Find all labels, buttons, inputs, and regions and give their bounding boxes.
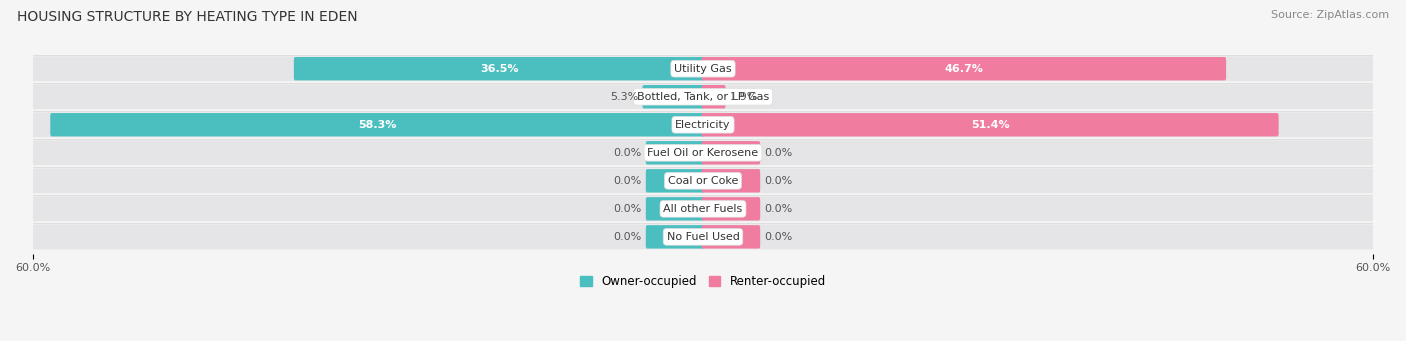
Text: Utility Gas: Utility Gas	[675, 64, 731, 74]
FancyBboxPatch shape	[31, 196, 1375, 221]
FancyBboxPatch shape	[31, 56, 1375, 81]
Bar	[10, 218, 1396, 228]
Text: 0.0%: 0.0%	[613, 232, 641, 242]
FancyBboxPatch shape	[702, 85, 725, 108]
FancyBboxPatch shape	[702, 225, 761, 249]
FancyBboxPatch shape	[645, 169, 704, 193]
Text: 46.7%: 46.7%	[945, 64, 983, 74]
FancyBboxPatch shape	[294, 57, 704, 80]
FancyBboxPatch shape	[31, 140, 1375, 165]
FancyBboxPatch shape	[702, 57, 1226, 80]
Text: 0.0%: 0.0%	[765, 204, 793, 214]
FancyBboxPatch shape	[645, 141, 704, 164]
Text: Electricity: Electricity	[675, 120, 731, 130]
FancyBboxPatch shape	[31, 224, 1375, 249]
Text: 36.5%: 36.5%	[479, 64, 519, 74]
FancyBboxPatch shape	[643, 85, 704, 108]
Text: 1.9%: 1.9%	[730, 92, 758, 102]
Text: Source: ZipAtlas.com: Source: ZipAtlas.com	[1271, 10, 1389, 20]
Text: 5.3%: 5.3%	[610, 92, 638, 102]
FancyBboxPatch shape	[702, 141, 761, 164]
Text: 0.0%: 0.0%	[765, 176, 793, 186]
Text: Coal or Coke: Coal or Coke	[668, 176, 738, 186]
Text: All other Fuels: All other Fuels	[664, 204, 742, 214]
Text: HOUSING STRUCTURE BY HEATING TYPE IN EDEN: HOUSING STRUCTURE BY HEATING TYPE IN EDE…	[17, 10, 357, 24]
Text: Bottled, Tank, or LP Gas: Bottled, Tank, or LP Gas	[637, 92, 769, 102]
Text: No Fuel Used: No Fuel Used	[666, 232, 740, 242]
Bar	[10, 190, 1396, 200]
FancyBboxPatch shape	[645, 225, 704, 249]
Bar	[10, 49, 1396, 60]
FancyBboxPatch shape	[31, 84, 1375, 109]
Text: 0.0%: 0.0%	[613, 176, 641, 186]
Bar	[10, 77, 1396, 88]
FancyBboxPatch shape	[645, 197, 704, 221]
Bar	[10, 134, 1396, 144]
Text: 0.0%: 0.0%	[613, 148, 641, 158]
Legend: Owner-occupied, Renter-occupied: Owner-occupied, Renter-occupied	[575, 270, 831, 293]
Text: 51.4%: 51.4%	[970, 120, 1010, 130]
FancyBboxPatch shape	[31, 168, 1375, 193]
FancyBboxPatch shape	[702, 197, 761, 221]
Bar	[10, 105, 1396, 116]
FancyBboxPatch shape	[702, 113, 1278, 136]
FancyBboxPatch shape	[31, 112, 1375, 137]
FancyBboxPatch shape	[51, 113, 704, 136]
Text: 0.0%: 0.0%	[765, 232, 793, 242]
FancyBboxPatch shape	[702, 169, 761, 193]
Text: 0.0%: 0.0%	[613, 204, 641, 214]
Text: Fuel Oil or Kerosene: Fuel Oil or Kerosene	[647, 148, 759, 158]
Text: 58.3%: 58.3%	[359, 120, 396, 130]
Text: 0.0%: 0.0%	[765, 148, 793, 158]
Bar	[10, 162, 1396, 172]
